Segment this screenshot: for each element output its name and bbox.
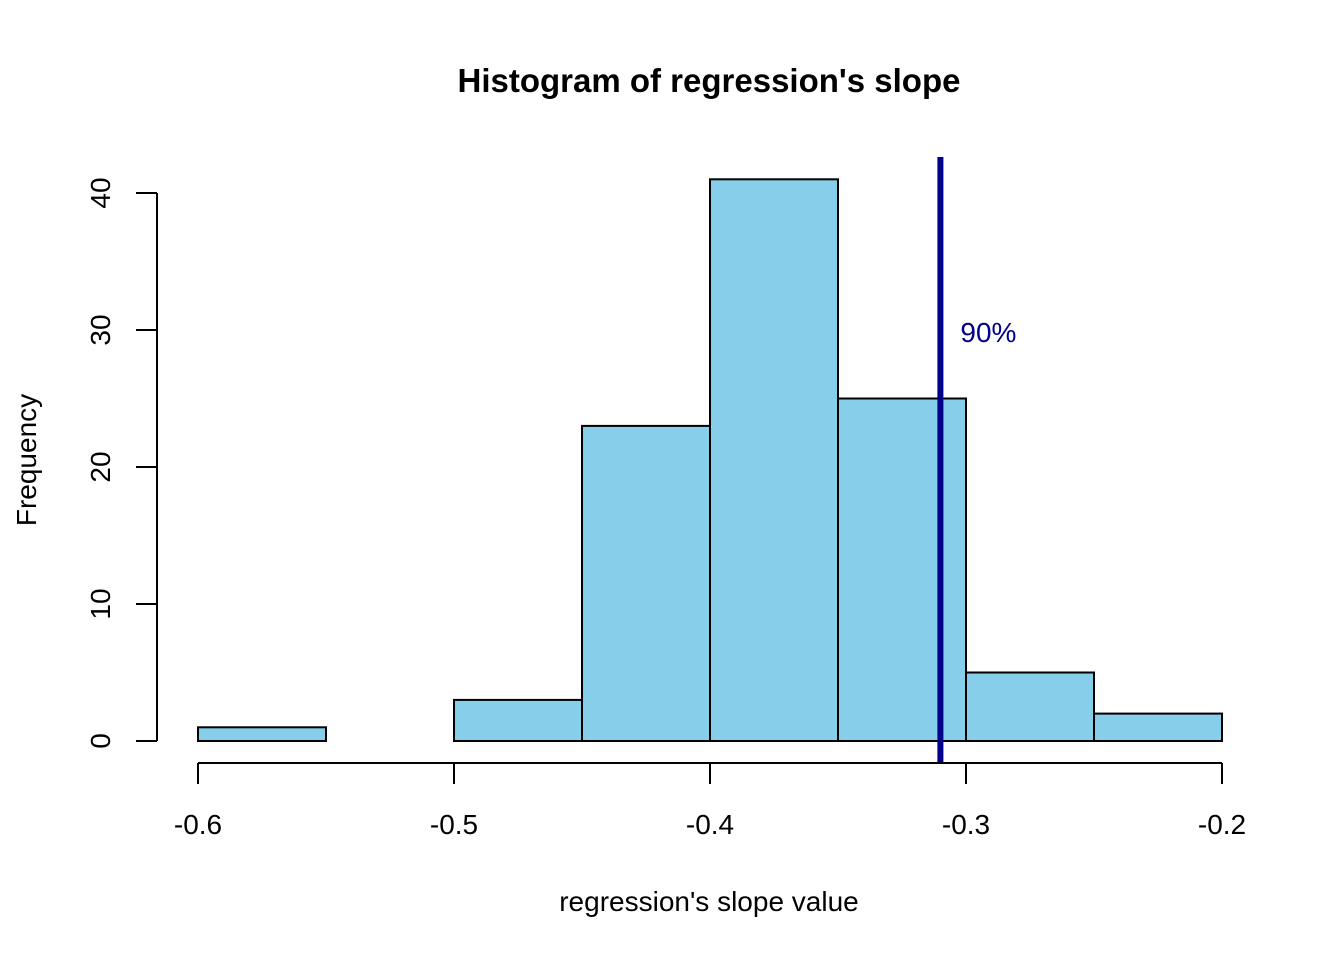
y-tick-label: 30 [85,314,116,345]
x-tick-label: -0.2 [1198,809,1246,840]
percentile-label: 90% [960,317,1016,348]
y-axis: 0 10 20 30 40 [85,177,158,749]
histogram-bar [709,178,839,743]
x-tick-label: -0.3 [942,809,990,840]
histogram-bar [1093,712,1223,742]
histogram-bar [965,671,1095,742]
y-tick-label: 10 [85,588,116,619]
y-tick-label: 0 [85,733,116,749]
x-tick-label: -0.6 [174,809,222,840]
x-tick-label: -0.5 [430,809,478,840]
chart-title: Histogram of regression's slope [458,62,961,99]
x-tick-label: -0.4 [686,809,734,840]
reference-line-group: 90% [937,157,1016,763]
histogram-bar [837,397,967,742]
bars-group [197,178,1223,743]
x-axis-label: regression's slope value [559,886,859,917]
histogram-bar [581,424,711,742]
y-tick-label: 20 [85,451,116,482]
histogram-bar [197,726,327,742]
x-axis: -0.6 -0.5 -0.4 -0.3 -0.2 [174,762,1246,840]
y-tick-label: 40 [85,177,116,208]
histogram-bar [453,698,583,743]
y-axis-label: Frequency [11,394,42,526]
